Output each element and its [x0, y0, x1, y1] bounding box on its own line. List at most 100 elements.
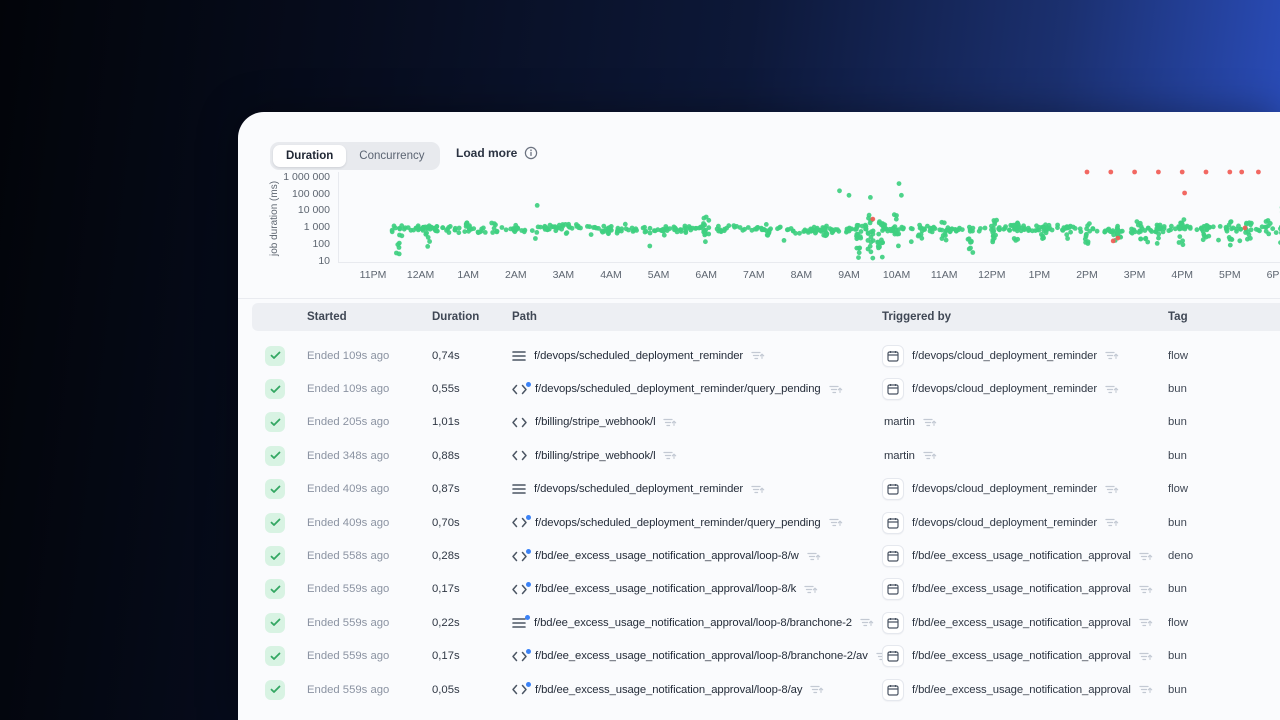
- scatter-point[interactable]: [808, 226, 814, 232]
- path-link[interactable]: f/bd/ee_excess_usage_notification_approv…: [535, 583, 797, 596]
- scatter-point[interactable]: [1228, 219, 1233, 225]
- scatter-point[interactable]: [900, 226, 906, 232]
- scatter-point[interactable]: [1021, 223, 1026, 229]
- table-row[interactable]: Ended 409s ago 0,70s f/devops/scheduled_de…: [238, 506, 1280, 539]
- scatter-point[interactable]: [1055, 222, 1060, 228]
- scatter-point[interactable]: [533, 236, 538, 241]
- scatter-point[interactable]: [608, 224, 614, 229]
- triggered-by-link[interactable]: f/bd/ee_excess_usage_notification_approv…: [912, 650, 1131, 663]
- scatter-point[interactable]: [1110, 238, 1116, 244]
- filter-icon[interactable]: [828, 517, 843, 528]
- scatter-point[interactable]: [978, 226, 983, 231]
- scatter-point[interactable]: [475, 229, 481, 235]
- scatter-point[interactable]: [865, 246, 871, 252]
- scatter-point[interactable]: [397, 232, 402, 238]
- scatter-point[interactable]: [1256, 169, 1261, 175]
- scatter-point[interactable]: [1160, 229, 1166, 235]
- filter-icon[interactable]: [860, 617, 874, 628]
- scatter-point[interactable]: [1040, 236, 1045, 241]
- scatter-point[interactable]: [868, 239, 874, 245]
- scatter-point[interactable]: [797, 230, 802, 236]
- scatter-point[interactable]: [1161, 224, 1167, 229]
- scatter-point[interactable]: [714, 226, 720, 232]
- scatter-point[interactable]: [854, 245, 860, 251]
- filter-icon[interactable]: [1105, 384, 1119, 395]
- scatter-point[interactable]: [1181, 217, 1187, 222]
- scatter-point[interactable]: [514, 227, 519, 232]
- scatter-point[interactable]: [1085, 239, 1091, 245]
- scatter-point[interactable]: [721, 228, 727, 234]
- scatter-point[interactable]: [879, 254, 885, 260]
- scatter-point[interactable]: [793, 230, 798, 236]
- scatter-point[interactable]: [1180, 242, 1186, 248]
- scatter-point[interactable]: [659, 228, 664, 233]
- scatter-point[interactable]: [754, 225, 760, 230]
- scatter-point[interactable]: [1094, 228, 1100, 234]
- scatter-point[interactable]: [559, 226, 564, 232]
- scatter-point[interactable]: [563, 231, 569, 236]
- scatter-point[interactable]: [947, 229, 953, 235]
- scatter-point[interactable]: [471, 226, 477, 231]
- scatter-point[interactable]: [870, 216, 876, 222]
- scatter-point[interactable]: [389, 227, 395, 233]
- scatter-point[interactable]: [542, 227, 548, 232]
- filter-icon[interactable]: [923, 450, 937, 461]
- scatter-point[interactable]: [701, 221, 706, 226]
- started-cell[interactable]: Ended 558s ago: [307, 550, 390, 563]
- scatter-point[interactable]: [785, 227, 791, 232]
- scatter-point[interactable]: [452, 227, 458, 233]
- scatter-point[interactable]: [519, 228, 525, 233]
- scatter-point[interactable]: [968, 239, 973, 245]
- filter-icon[interactable]: [1139, 684, 1153, 695]
- scatter-point[interactable]: [919, 235, 925, 241]
- scatter-point[interactable]: [917, 225, 923, 231]
- scatter-point[interactable]: [1041, 228, 1047, 234]
- scatter-point[interactable]: [1263, 224, 1269, 230]
- scatter-point[interactable]: [1179, 169, 1185, 175]
- table-row[interactable]: Ended 348s ago 0,88s f/billing/stripe_webh…: [238, 439, 1280, 472]
- scatter-point[interactable]: [682, 223, 688, 229]
- scatter-point[interactable]: [1015, 226, 1020, 231]
- scatter-point[interactable]: [997, 225, 1002, 230]
- scatter-point[interactable]: [647, 230, 653, 236]
- scatter-point[interactable]: [405, 225, 411, 230]
- triggered-by-link[interactable]: f/devops/cloud_deployment_reminder: [912, 516, 1097, 529]
- scatter-point[interactable]: [427, 239, 432, 244]
- scatter-point[interactable]: [585, 224, 590, 229]
- scatter-point[interactable]: [1176, 240, 1182, 245]
- scatter-point[interactable]: [1244, 221, 1249, 227]
- triggered-by-link[interactable]: f/devops/cloud_deployment_reminder: [912, 483, 1097, 496]
- scatter-point[interactable]: [499, 225, 505, 230]
- scatter-point[interactable]: [563, 222, 568, 227]
- scatter-point[interactable]: [943, 237, 949, 243]
- tab-duration[interactable]: Duration: [273, 145, 347, 167]
- scatter-point[interactable]: [1018, 228, 1024, 234]
- scatter-point[interactable]: [943, 233, 948, 238]
- scatter-point[interactable]: [446, 230, 452, 235]
- scatter-point[interactable]: [1246, 232, 1252, 238]
- filter-icon[interactable]: [807, 551, 821, 562]
- scatter-point[interactable]: [1142, 228, 1148, 233]
- scatter-point[interactable]: [931, 225, 936, 231]
- scatter-point[interactable]: [829, 227, 834, 233]
- scatter-point[interactable]: [992, 221, 997, 227]
- scatter-point[interactable]: [1238, 226, 1244, 232]
- scatter-point[interactable]: [1200, 237, 1206, 243]
- scatter-point[interactable]: [896, 243, 901, 249]
- scatter-point[interactable]: [1108, 169, 1114, 175]
- load-more-button[interactable]: Load more: [456, 146, 538, 160]
- table-row[interactable]: Ended 409s ago 0,87s f/devops/scheduled_de…: [238, 473, 1280, 506]
- scatter-point[interactable]: [881, 226, 886, 232]
- scatter-point[interactable]: [629, 225, 635, 231]
- table-row[interactable]: Ended 559s ago 0,22s f/bd/ee_excess_usage_…: [238, 606, 1280, 639]
- scatter-point[interactable]: [1087, 228, 1093, 234]
- scatter-point[interactable]: [391, 223, 397, 229]
- scatter-point[interactable]: [1227, 242, 1233, 248]
- scatter-point[interactable]: [959, 227, 965, 232]
- scatter-point[interactable]: [434, 228, 439, 234]
- scatter-point[interactable]: [503, 227, 509, 233]
- scatter-point[interactable]: [1228, 236, 1234, 242]
- scatter-point[interactable]: [865, 230, 871, 236]
- started-cell[interactable]: Ended 109s ago: [307, 349, 390, 362]
- scatter-point[interactable]: [614, 230, 620, 236]
